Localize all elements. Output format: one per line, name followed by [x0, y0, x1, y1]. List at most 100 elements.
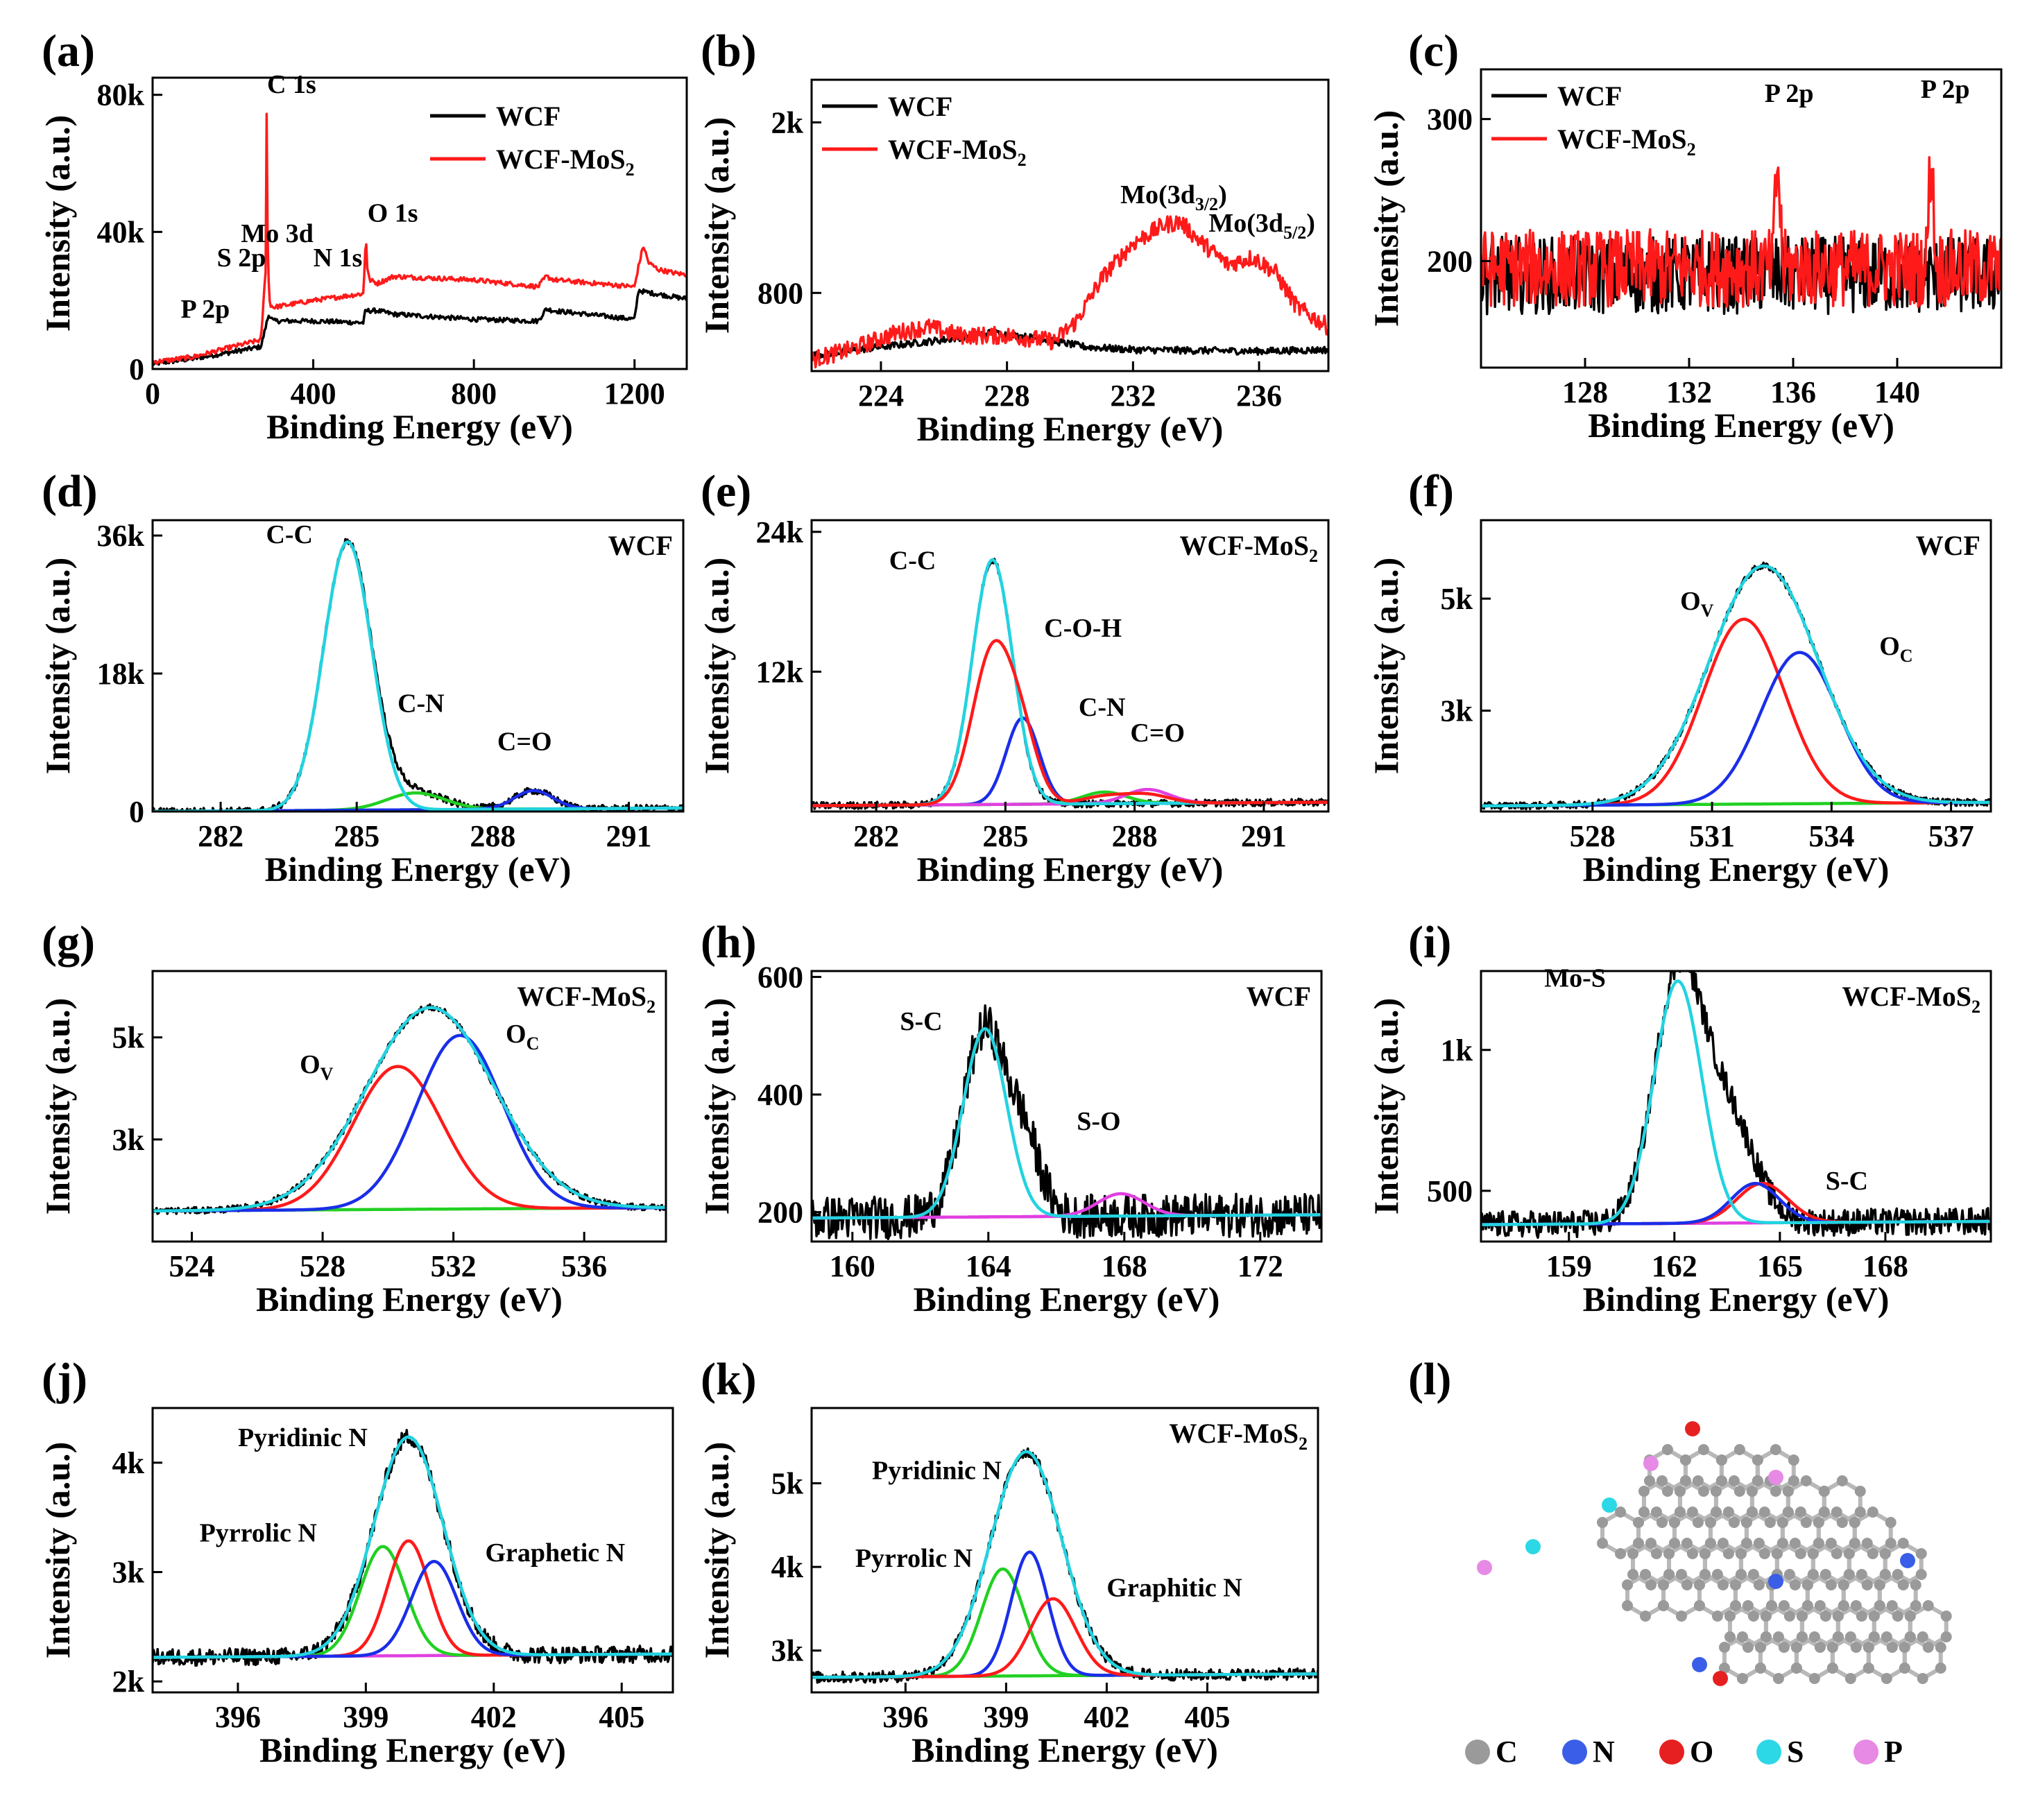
peak-annotation-k: Pyrrolic N — [855, 1544, 973, 1573]
ytick-label-j: 3k — [112, 1556, 145, 1590]
atom-carbon — [1724, 1611, 1736, 1622]
ytick-label-k: 4k — [771, 1550, 804, 1584]
xtick-label-g: 536 — [561, 1249, 607, 1283]
atom-carbon — [1764, 1517, 1776, 1528]
ytick-label-j: 4k — [112, 1446, 145, 1480]
atom-carbon — [1715, 1475, 1727, 1486]
series-b-wcf-mos2 — [812, 215, 1328, 369]
envelope-e — [812, 639, 1328, 807]
xtick-label-e: 282 — [853, 819, 899, 853]
component-h-cyan — [812, 1027, 1321, 1220]
y-axis-title-d: Intensity (a.u.) — [38, 558, 77, 775]
peak-annotation-b: Mo(3d3/2) — [1120, 180, 1227, 214]
peak-annotation-d: C-C — [266, 520, 313, 549]
atom-carbon — [1940, 1611, 1952, 1622]
atom-carbon — [1704, 1538, 1716, 1549]
atom-s — [1525, 1539, 1541, 1554]
peak-annotation-k: Graphitic N — [1106, 1573, 1242, 1602]
atom-carbon — [1836, 1475, 1848, 1486]
panel-f: (f) 528 531 534 537 3k 5k Binding Energy (eV) In… — [1367, 466, 1992, 888]
atom-carbon — [1645, 1579, 1657, 1590]
atom-carbon — [1922, 1600, 1934, 1611]
x-axis-title-f: Binding Energy (eV) — [1583, 850, 1890, 888]
axes-frame-a — [151, 76, 688, 370]
atom-carbon — [1910, 1579, 1921, 1590]
peak-annotation-d: C=O — [497, 728, 552, 757]
atom-carbon — [1935, 1642, 1946, 1653]
xtick-label-d: 285 — [334, 819, 379, 853]
peak-annotation-e: C-O-H — [1044, 614, 1122, 643]
axes-frame-b — [810, 78, 1330, 372]
atom-carbon — [1736, 1631, 1748, 1642]
ytick-label-f: 3k — [1441, 694, 1473, 728]
atom-carbon — [1820, 1611, 1831, 1622]
peak-annotation-a: N 1s — [314, 243, 363, 273]
atom-carbon — [1679, 1454, 1691, 1466]
xtick-label-j: 402 — [471, 1700, 517, 1734]
peak-annotation-a: P 2p — [181, 295, 230, 324]
xtick-label-j: 405 — [599, 1700, 644, 1734]
xtick-label-f: 531 — [1689, 819, 1735, 853]
atom-carbon — [1675, 1611, 1687, 1622]
axes-frame-j — [151, 1407, 674, 1694]
atom-carbon — [1765, 1600, 1777, 1611]
atom-carbon — [1699, 1548, 1711, 1559]
xtick-label-h: 168 — [1102, 1249, 1147, 1283]
xtick-label-f: 537 — [1928, 819, 1974, 853]
atom-carbon — [1656, 1517, 1668, 1528]
axes-frame-g — [151, 970, 667, 1243]
ytick-label-a: 80k — [97, 78, 145, 112]
atom-carbon — [1650, 1548, 1662, 1559]
atom-carbon — [1710, 1506, 1722, 1518]
ytick-label-i: 500 — [1427, 1174, 1473, 1208]
atom-carbon — [1656, 1475, 1668, 1486]
atom-carbon — [1663, 1569, 1675, 1580]
atom-carbon — [1770, 1444, 1781, 1455]
atom-carbon — [1836, 1517, 1848, 1528]
component-i-cyan — [1481, 979, 1991, 1226]
xtick-label-j: 396 — [215, 1700, 261, 1734]
peak-annotation-c: P 2p — [1921, 75, 1970, 104]
atom-carbon — [1663, 1548, 1675, 1559]
atom-carbon — [1674, 1486, 1686, 1497]
ytick-label-b: 800 — [758, 276, 803, 310]
atom-carbon — [1686, 1548, 1698, 1559]
ytick-label-c: 300 — [1427, 103, 1473, 137]
xtick-label-k: 405 — [1184, 1700, 1230, 1734]
series-a-wcf — [153, 288, 687, 366]
panel-i: (i) 159 162 165 168 500 1k Binding Energy (eV) I… — [1367, 917, 1992, 1319]
atom-carbon — [1782, 1506, 1794, 1518]
panel-k: (k) 396 399 402 405 3k 4k 5k Binding Energy (eV)… — [697, 1354, 1319, 1769]
atom-carbon — [1643, 1475, 1655, 1486]
xtick-label-a: 1200 — [604, 377, 665, 411]
atom-carbon — [1681, 1579, 1693, 1590]
panel-h: (h) 160 164 168 172 200 400 600 Binding Energy (… — [697, 917, 1323, 1319]
series-c-wcf-mos2 — [1481, 156, 2001, 309]
atom-carbon — [1868, 1631, 1880, 1642]
atom-carbon — [1679, 1475, 1691, 1486]
atom-carbon — [1867, 1506, 1878, 1518]
atom-carbon — [1657, 1579, 1669, 1590]
atom-carbon — [1640, 1611, 1651, 1622]
atom-carbon — [1754, 1642, 1766, 1653]
xtick-label-c: 140 — [1874, 375, 1920, 409]
legend-atom-label: O — [1690, 1735, 1713, 1769]
sample-tag-i: WCF-MoS2 — [1842, 981, 1980, 1017]
ytick-label-g: 5k — [112, 1021, 145, 1055]
panel-c: (c) 128 132 136 140 200 300 Binding Energy (eV)… — [1367, 26, 2003, 445]
atom-carbon — [1801, 1600, 1813, 1611]
atom-carbon — [1850, 1600, 1862, 1611]
atom-carbon — [1740, 1517, 1752, 1528]
panel-label-d: (d) — [42, 466, 98, 517]
atom-carbon — [1734, 1486, 1745, 1497]
atom-carbon — [1800, 1475, 1812, 1486]
atom-carbon — [1838, 1579, 1849, 1590]
atom-s — [1602, 1497, 1617, 1513]
atom-carbon — [1897, 1579, 1909, 1590]
atom-carbon — [1935, 1663, 1946, 1674]
series-b-wcf — [812, 329, 1328, 360]
xtick-label-e: 288 — [1112, 819, 1158, 853]
atom-p — [1768, 1470, 1783, 1485]
atom-carbon — [1622, 1579, 1634, 1590]
